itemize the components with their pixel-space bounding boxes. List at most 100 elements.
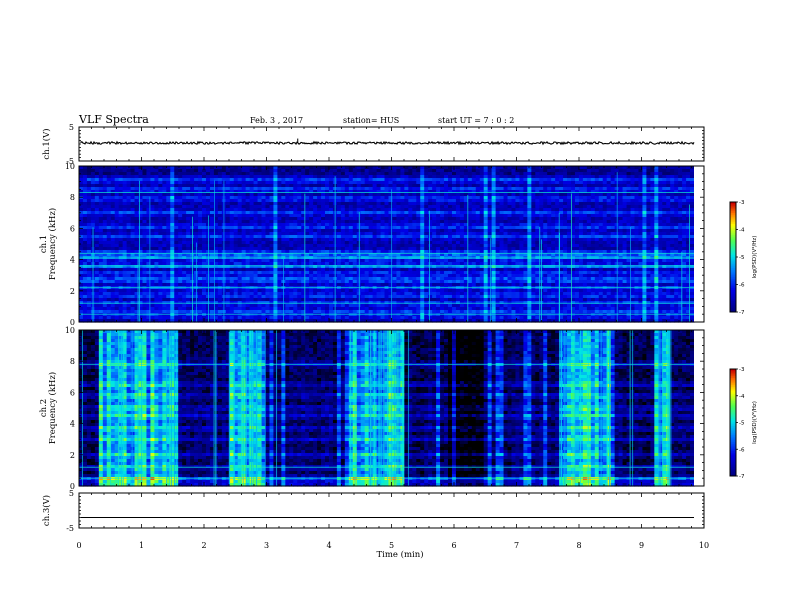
colorbar-cell bbox=[730, 258, 736, 262]
colorbar-tick-label: -3 bbox=[739, 367, 745, 373]
colorbar-cell bbox=[730, 257, 736, 260]
colorbar-cell bbox=[730, 233, 736, 236]
colorbar-cell bbox=[730, 418, 736, 422]
colorbar-label: log(PSD)(V²/Hz) bbox=[751, 236, 758, 279]
colorbar-cell bbox=[730, 306, 736, 309]
y-tick-label: 6 bbox=[70, 224, 75, 233]
colorbar-cell bbox=[730, 207, 736, 210]
colorbar-cell bbox=[730, 413, 736, 416]
colorbar-cell bbox=[730, 374, 736, 377]
colorbar-cell bbox=[730, 385, 736, 388]
ch1-waveform-panel: 5 -5 ch.1(V) bbox=[41, 123, 705, 166]
x-tick-label: 2 bbox=[201, 541, 206, 550]
start-ut-label: start UT = 7 : 0 : 2 bbox=[438, 116, 514, 125]
colorbar-cell bbox=[730, 282, 736, 285]
x-tick-label: 5 bbox=[389, 541, 394, 550]
colorbar-cell bbox=[730, 266, 736, 269]
y-tick-label: 6 bbox=[70, 388, 75, 397]
colorbar-cell bbox=[730, 227, 736, 230]
y-tick-label: 10 bbox=[65, 162, 75, 171]
colorbar-cell bbox=[730, 251, 736, 254]
colorbar-cell bbox=[730, 458, 736, 461]
colorbar-cell bbox=[730, 426, 736, 429]
colorbar-tick-label: -3 bbox=[739, 200, 745, 206]
colorbar-cell bbox=[730, 268, 736, 271]
y-tick-label: 8 bbox=[70, 193, 75, 202]
colorbar-tick-label: -4 bbox=[739, 228, 745, 234]
colorbar-cell bbox=[730, 214, 736, 218]
ch1-spectrogram-cells bbox=[79, 166, 695, 323]
colorbar-cell bbox=[730, 238, 736, 241]
ch2-spectrogram-cells bbox=[79, 330, 695, 487]
y-tick-label: 4 bbox=[70, 420, 75, 429]
colorbar-cell bbox=[730, 440, 736, 443]
x-tick-label: 6 bbox=[451, 541, 456, 550]
colorbar-cell bbox=[730, 454, 736, 457]
colorbar-cell bbox=[730, 417, 736, 420]
colorbar-cell bbox=[730, 397, 736, 400]
y-tick-label: 2 bbox=[70, 451, 75, 460]
ch1-spectrogram-panel: 0 2 4 6 8 10 ch.1 Frequency (kHz) bbox=[39, 162, 705, 327]
colorbar-cell bbox=[730, 410, 736, 413]
colorbar-cell bbox=[730, 393, 736, 397]
colorbar-cell bbox=[730, 286, 736, 289]
colorbar-cell bbox=[730, 404, 736, 407]
colorbar-cell bbox=[730, 304, 736, 307]
colorbar-cell bbox=[730, 399, 736, 402]
colorbar-cell bbox=[730, 411, 736, 415]
y-tick-label: 4 bbox=[70, 256, 75, 265]
colorbar-cell bbox=[730, 293, 736, 296]
colorbar-cell bbox=[730, 240, 736, 243]
colorbar-cell bbox=[730, 390, 736, 393]
colorbar-cell bbox=[730, 202, 736, 205]
colorbar-cell bbox=[730, 310, 736, 313]
colorbar-cell bbox=[730, 213, 736, 216]
colorbar-tick-label: -6 bbox=[739, 283, 745, 289]
y-axis-label: Frequency (kHz) bbox=[47, 208, 58, 280]
colorbar-cell bbox=[730, 447, 736, 450]
ch1-trace bbox=[80, 140, 695, 146]
colorbar-cell bbox=[730, 467, 736, 470]
colorbar-cell bbox=[730, 203, 736, 207]
colorbar-cell bbox=[730, 383, 736, 386]
colorbar-cell bbox=[730, 433, 736, 436]
colorbar-cell bbox=[730, 301, 736, 304]
colorbar-cell bbox=[730, 370, 736, 374]
x-tick-label: 8 bbox=[576, 541, 581, 550]
colorbar-cell bbox=[730, 253, 736, 256]
colorbar-cell bbox=[730, 288, 736, 291]
chart-title: VLF Spectra bbox=[78, 113, 149, 126]
colorbar-label: log(PSD)(V²/Hz) bbox=[751, 401, 758, 444]
colorbar-cell bbox=[730, 302, 736, 306]
colorbar-tick-label: -7 bbox=[739, 474, 745, 480]
colorbar-cell bbox=[730, 211, 736, 214]
y-tick-label: 5 bbox=[69, 123, 74, 132]
colorbar-cell bbox=[730, 229, 736, 232]
colorbar-cell bbox=[730, 434, 736, 438]
colorbar-cell bbox=[730, 224, 736, 227]
colorbar-cell bbox=[730, 443, 736, 447]
colorbar-cell bbox=[730, 216, 736, 219]
no-data-area bbox=[694, 166, 704, 322]
colorbar-cell bbox=[730, 225, 736, 229]
colorbar-cell bbox=[730, 395, 736, 399]
y-tick-label: 8 bbox=[70, 357, 75, 366]
colorbar-cell bbox=[730, 205, 736, 208]
date-label: Feb. 3 , 2017 bbox=[250, 116, 303, 125]
colorbar-cell bbox=[730, 277, 736, 280]
colorbar-cell bbox=[730, 456, 736, 459]
colorbar-cell bbox=[730, 427, 736, 431]
colorbar-cell bbox=[730, 408, 736, 411]
colorbar-tick-label: -7 bbox=[739, 310, 745, 316]
colorbar-cell bbox=[730, 255, 736, 258]
colorbar-cell bbox=[730, 218, 736, 221]
colorbar-cell bbox=[730, 381, 736, 384]
x-tick-label: 1 bbox=[139, 541, 144, 550]
y-axis-channel-label: ch.2 bbox=[39, 399, 49, 417]
x-tick-label: 0 bbox=[76, 541, 81, 550]
colorbar-cell bbox=[730, 297, 736, 300]
x-axis-label: Time (min) bbox=[376, 549, 423, 560]
colorbar-cell bbox=[730, 262, 736, 265]
colorbar-cell bbox=[730, 451, 736, 454]
